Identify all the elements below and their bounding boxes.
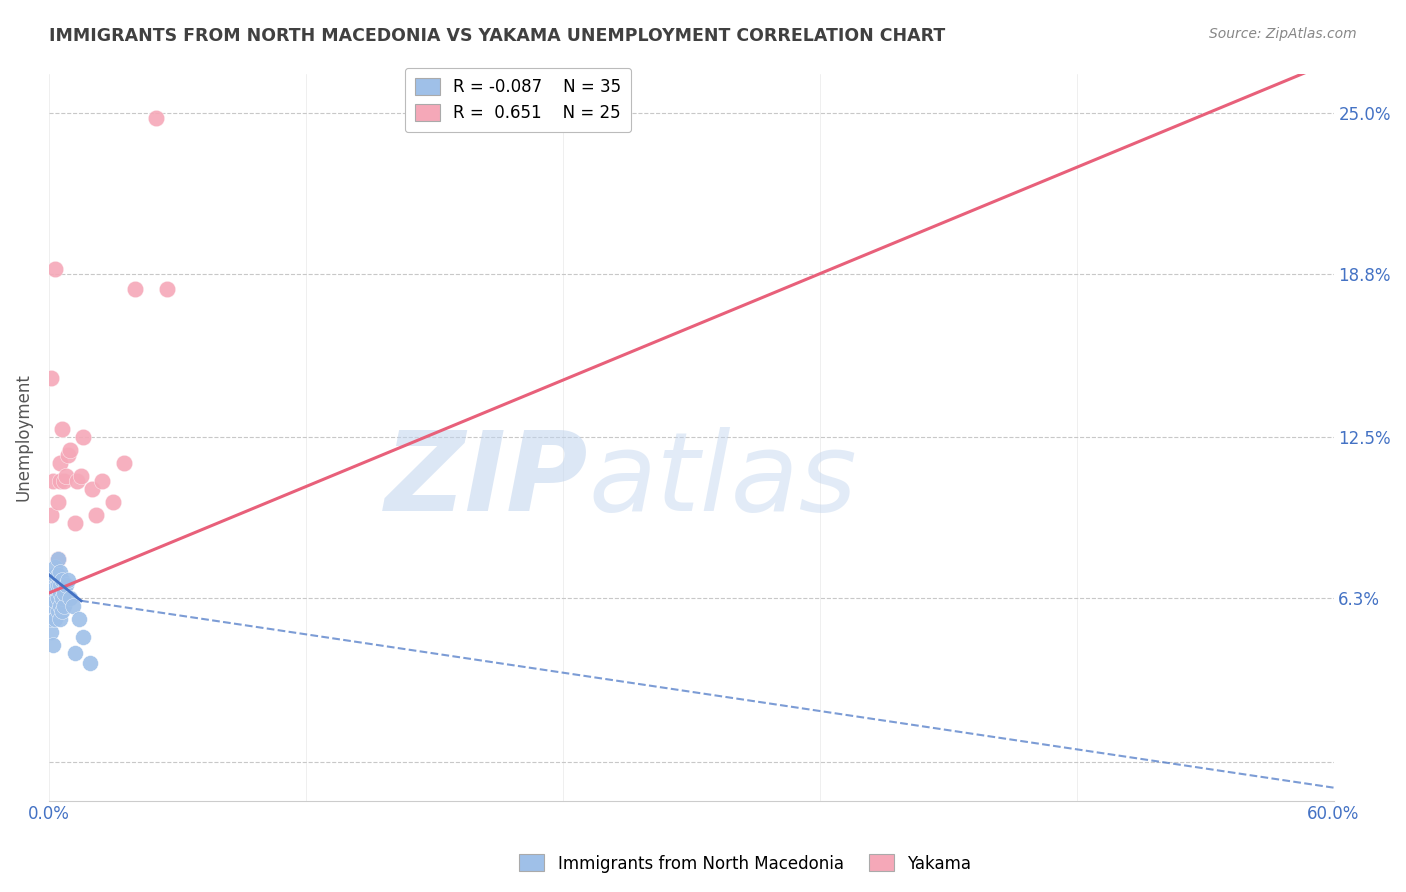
- Point: [156, 282, 179, 296]
- Point: [48, 475, 70, 489]
- Point: [91, 475, 114, 489]
- Text: Source: ZipAtlas.com: Source: ZipAtlas.com: [1209, 27, 1357, 41]
- Point: [52, 475, 75, 489]
- Text: ZIP: ZIP: [385, 427, 589, 534]
- Point: [51, 591, 73, 606]
- Point: [59, 443, 82, 458]
- Point: [79, 656, 101, 670]
- Point: [124, 282, 146, 296]
- Text: atlas: atlas: [589, 427, 858, 534]
- Point: [39, 624, 62, 639]
- Point: [46, 552, 69, 566]
- Point: [48, 566, 70, 580]
- Point: [44, 612, 66, 626]
- Point: [67, 612, 90, 626]
- Point: [44, 261, 66, 276]
- Point: [55, 578, 77, 592]
- Point: [46, 578, 69, 592]
- Point: [44, 567, 66, 582]
- Y-axis label: Unemployment: Unemployment: [15, 374, 32, 501]
- Point: [44, 560, 66, 574]
- Point: [70, 469, 93, 483]
- Point: [46, 591, 69, 606]
- Point: [46, 552, 69, 566]
- Point: [48, 578, 70, 592]
- Point: [44, 581, 66, 595]
- Point: [103, 495, 125, 509]
- Legend: R = -0.087    N = 35, R =  0.651    N = 25: R = -0.087 N = 35, R = 0.651 N = 25: [405, 68, 631, 132]
- Point: [39, 612, 62, 626]
- Point: [42, 475, 65, 489]
- Point: [58, 573, 80, 587]
- Point: [42, 638, 65, 652]
- Point: [59, 591, 82, 606]
- Point: [52, 599, 75, 613]
- Point: [51, 422, 73, 436]
- Point: [145, 111, 167, 125]
- Point: [39, 370, 62, 384]
- Point: [46, 567, 69, 582]
- Point: [39, 508, 62, 523]
- Point: [80, 482, 103, 496]
- Point: [112, 456, 135, 470]
- Point: [46, 604, 69, 618]
- Legend: Immigrants from North Macedonia, Yakama: Immigrants from North Macedonia, Yakama: [513, 847, 977, 880]
- Point: [72, 630, 94, 644]
- Point: [51, 604, 73, 618]
- Point: [62, 599, 84, 613]
- Point: [42, 586, 65, 600]
- Point: [48, 586, 70, 600]
- Point: [48, 612, 70, 626]
- Point: [46, 495, 69, 509]
- Point: [66, 475, 89, 489]
- Point: [39, 599, 62, 613]
- Point: [63, 516, 86, 530]
- Point: [63, 646, 86, 660]
- Point: [42, 599, 65, 613]
- Point: [42, 573, 65, 587]
- Point: [52, 586, 75, 600]
- Point: [58, 449, 80, 463]
- Point: [72, 430, 94, 444]
- Point: [48, 456, 70, 470]
- Text: IMMIGRANTS FROM NORTH MACEDONIA VS YAKAMA UNEMPLOYMENT CORRELATION CHART: IMMIGRANTS FROM NORTH MACEDONIA VS YAKAM…: [49, 27, 945, 45]
- Point: [84, 508, 107, 523]
- Point: [55, 469, 77, 483]
- Point: [48, 599, 70, 613]
- Point: [51, 573, 73, 587]
- Point: [44, 594, 66, 608]
